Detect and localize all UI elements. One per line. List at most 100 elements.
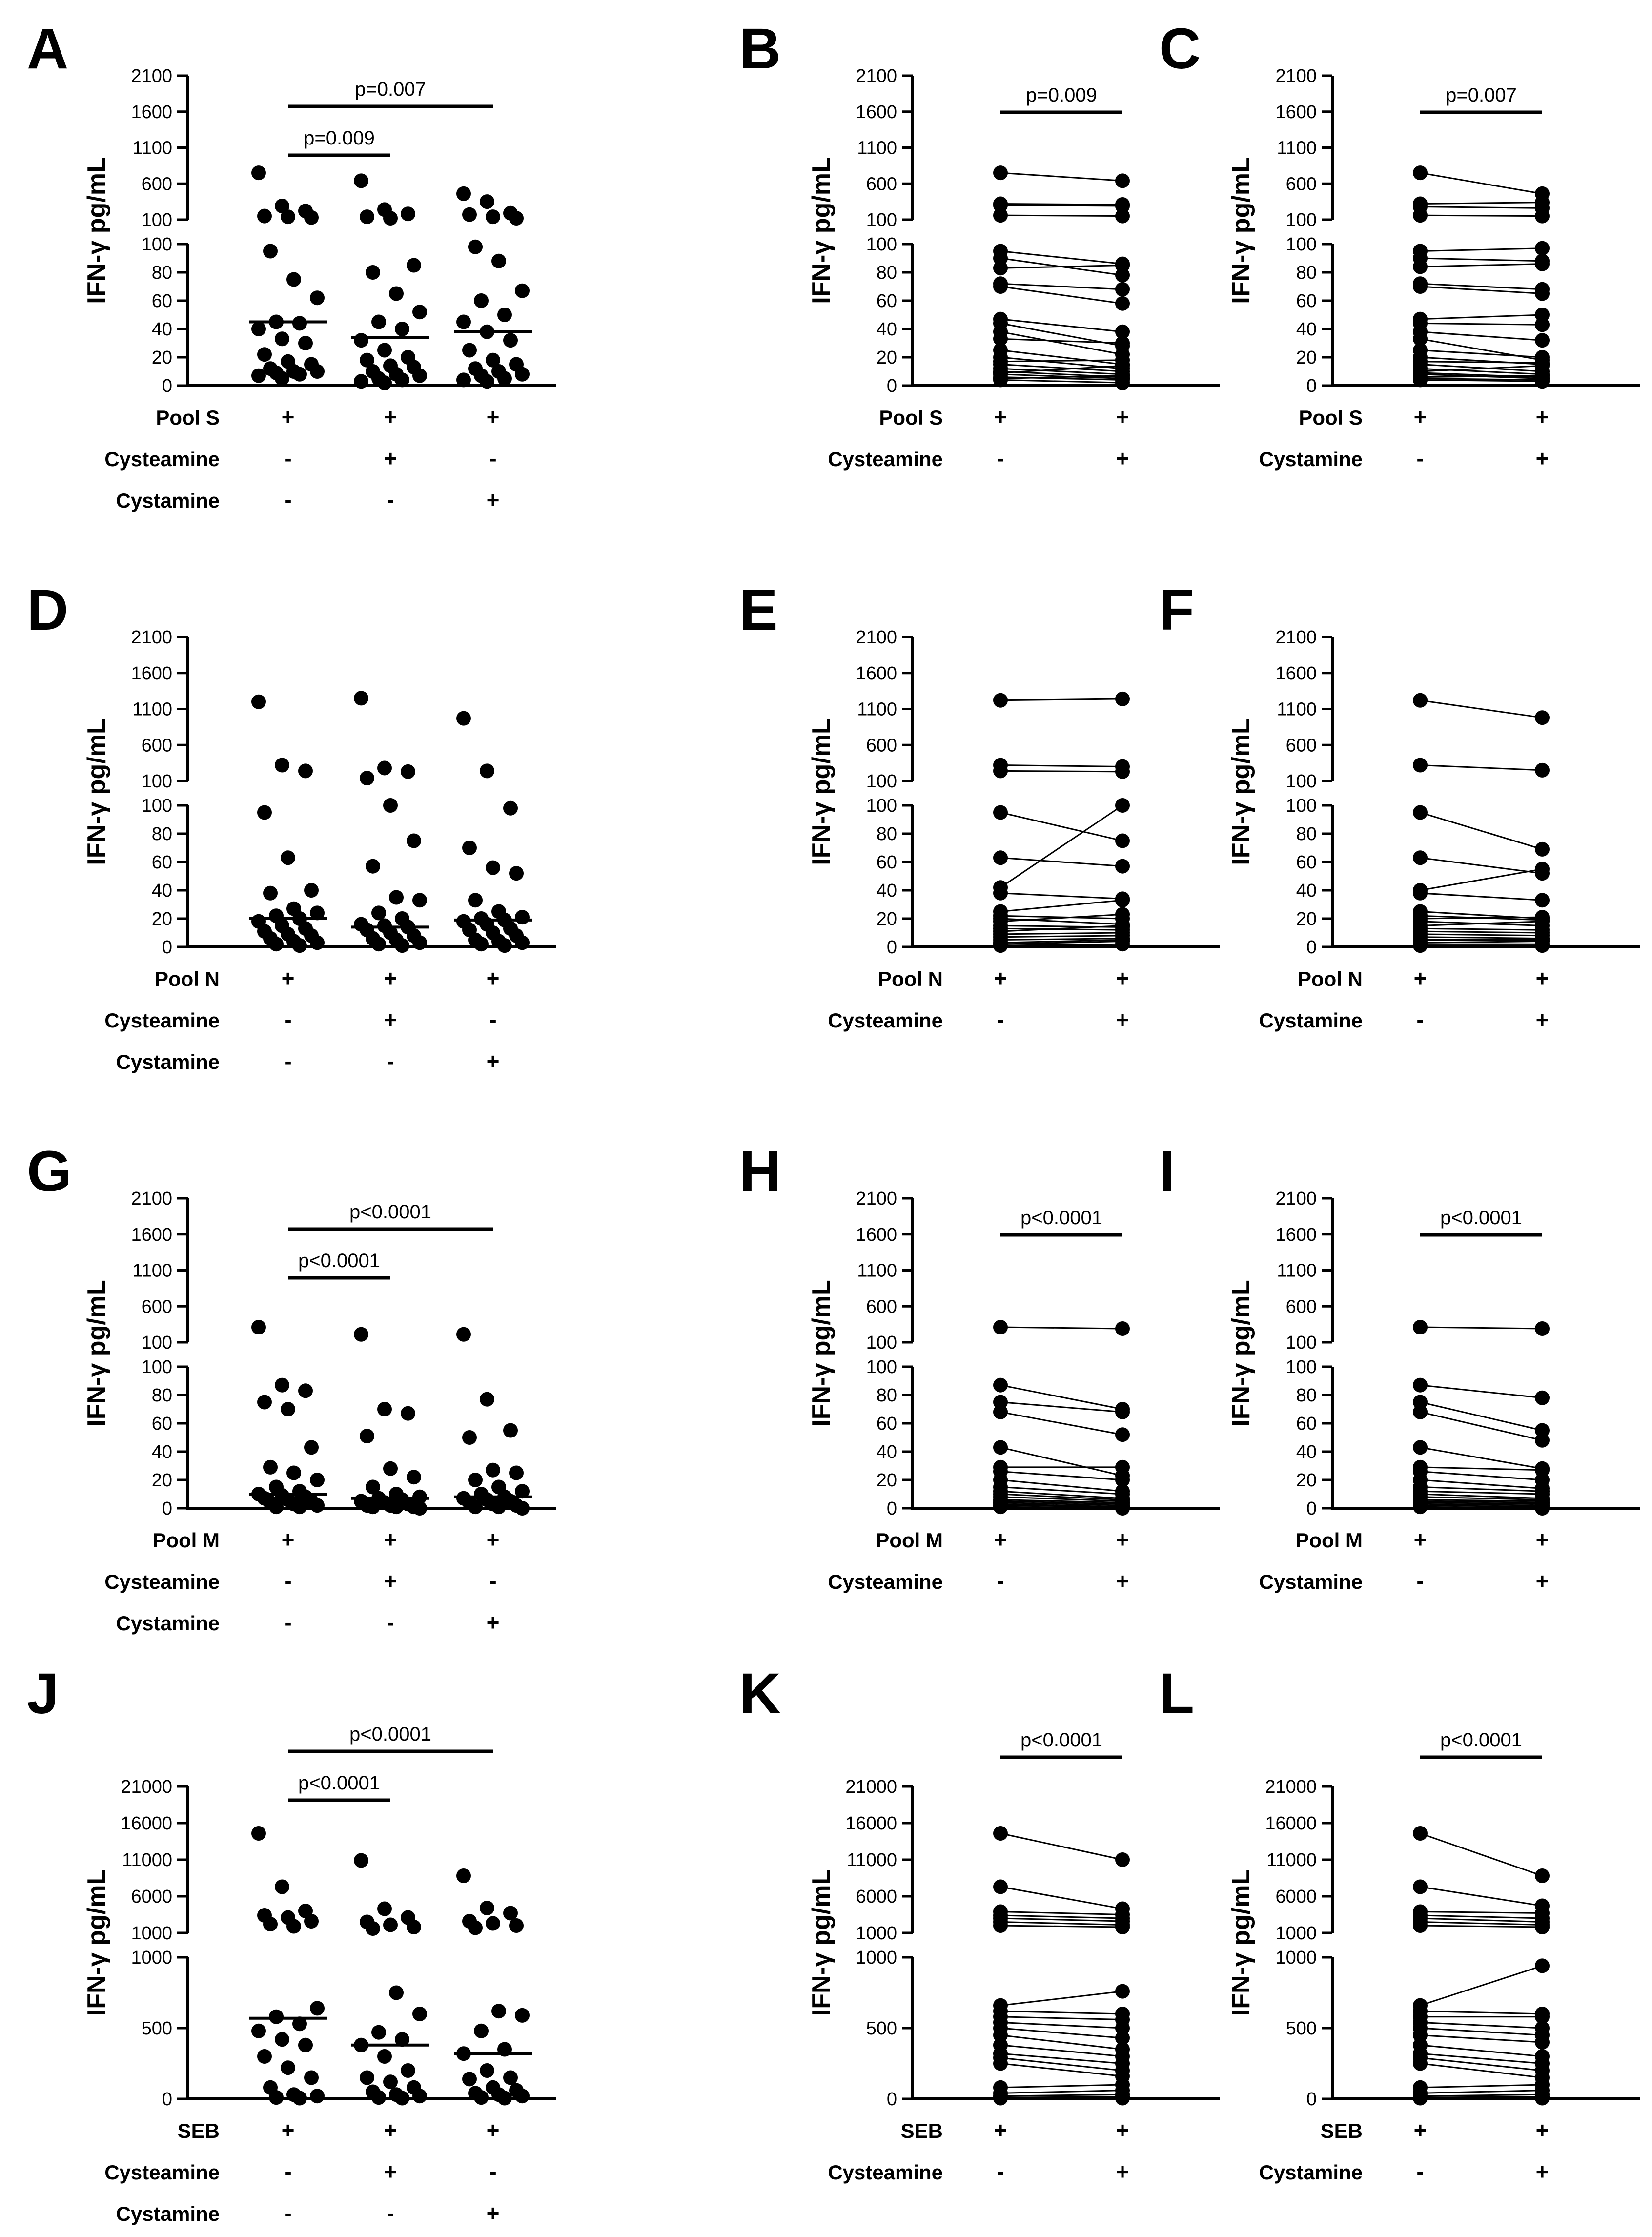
y-tick-label: 1000	[856, 1923, 897, 1944]
data-point	[1535, 286, 1550, 301]
condition-sign: +	[487, 2200, 500, 2226]
condition-sign: +	[487, 1048, 500, 1074]
data-point	[269, 2090, 284, 2105]
condition-sign: +	[282, 965, 295, 991]
data-point	[354, 333, 368, 348]
paired-line	[1420, 812, 1543, 850]
panel-i: I 0 20 40 60 80 100 100 600 1100 1600 2100 IFN-γ pg/…	[1159, 1139, 1640, 1594]
data-point	[497, 371, 512, 386]
data-point	[292, 2091, 307, 2106]
data-point	[503, 333, 518, 348]
y-tick-label: 20	[1296, 348, 1317, 368]
data-point	[497, 308, 512, 322]
data-point	[993, 1404, 1008, 1419]
paired-line	[1420, 2057, 1543, 2072]
data-point	[371, 937, 386, 952]
data-point	[310, 2089, 325, 2104]
y-tick-label: 40	[877, 319, 897, 340]
paired-line	[1420, 2090, 1543, 2094]
y-tick-label: 1000	[856, 1948, 897, 1968]
data-point	[412, 1501, 427, 1516]
paired-line	[1000, 172, 1123, 182]
paired-line	[1000, 1921, 1123, 1926]
y-tick-label: 500	[1286, 2018, 1317, 2039]
data-point	[993, 850, 1008, 865]
data-point	[486, 1916, 500, 1931]
data-point	[360, 2070, 374, 2085]
paired-line	[1420, 857, 1543, 874]
y-tick-label: 2100	[1275, 66, 1317, 86]
panel-d: D 0 20 40 60 80 100 100 600 1100 1600 2100 IFN-γ pg/…	[27, 578, 556, 1074]
y-tick-label: 0	[887, 1498, 897, 1519]
data-point	[371, 314, 386, 329]
paired-line	[1000, 943, 1123, 946]
y-tick-label: 16000	[845, 1813, 897, 1834]
paired-line	[1420, 1326, 1543, 1330]
y-tick-label: 1000	[131, 1923, 172, 1944]
y-tick-label: 21000	[1265, 1777, 1317, 1797]
data-point	[486, 209, 500, 225]
data-point	[360, 352, 374, 368]
data-point	[1115, 1459, 1130, 1475]
condition-label: Pool S	[1299, 406, 1363, 429]
paired-line	[1000, 2084, 1123, 2089]
data-point	[383, 1461, 398, 1476]
data-point	[1115, 258, 1130, 273]
data-point	[281, 850, 295, 865]
data-point	[993, 261, 1008, 276]
data-point	[993, 1499, 1008, 1515]
condition-label: Pool N	[878, 967, 943, 990]
data-point	[1535, 1433, 1550, 1448]
data-point	[1115, 1920, 1130, 1934]
condition-sign: -	[489, 2159, 496, 2184]
paired-line	[1420, 1411, 1543, 1441]
data-point	[456, 1868, 471, 1883]
panel-j: J 0 500 1000 1000 6000 11000 16000 21000 IFN-γ pg…	[27, 1662, 556, 2226]
y-tick-label: 20	[1296, 1470, 1317, 1491]
data-point	[1115, 1404, 1130, 1419]
data-point	[371, 2090, 386, 2105]
data-point	[269, 937, 284, 952]
data-point	[269, 1499, 284, 1515]
data-point	[993, 208, 1008, 223]
y-tick-label: 2100	[856, 1189, 897, 1209]
data-point	[281, 2060, 295, 2075]
y-tick-label: 2100	[856, 627, 897, 648]
data-point	[251, 368, 266, 383]
data-point	[298, 763, 313, 779]
paired-line	[1420, 2063, 1543, 2078]
data-point	[366, 265, 380, 280]
y-tick-label: 60	[152, 291, 172, 311]
y-tick-label: 100	[866, 210, 897, 230]
data-point	[395, 322, 409, 336]
data-point	[515, 1501, 530, 1516]
p-value-label: p<0.0001	[298, 1772, 380, 1794]
y-tick-label: 100	[142, 1357, 172, 1377]
condition-sign: +	[384, 1527, 397, 1552]
data-point	[1413, 259, 1428, 274]
y-tick-label: 1100	[132, 1261, 172, 1281]
y-tick-label: 100	[866, 234, 897, 255]
data-point	[993, 331, 1008, 347]
panel-letter: L	[1159, 1662, 1194, 1726]
condition-sign: -	[1416, 1568, 1424, 1594]
paired-line	[1000, 2093, 1123, 2097]
condition-label: Pool N	[155, 967, 220, 990]
data-point	[1413, 885, 1428, 901]
data-point	[480, 1392, 494, 1407]
data-point	[515, 1484, 530, 1499]
data-point	[509, 1465, 524, 1480]
data-point	[292, 938, 307, 953]
data-point	[462, 1430, 477, 1445]
data-point	[286, 1465, 301, 1480]
data-point	[1413, 2091, 1428, 2106]
data-point	[1115, 1984, 1130, 1999]
paired-line	[1420, 868, 1543, 891]
data-point	[389, 1499, 404, 1515]
condition-sign: +	[994, 2117, 1007, 2143]
paired-line	[1420, 1921, 1543, 1926]
y-tick-label: 100	[866, 1333, 897, 1353]
paired-line	[1420, 1925, 1543, 1928]
data-point	[263, 1917, 278, 1931]
data-point	[480, 763, 494, 779]
